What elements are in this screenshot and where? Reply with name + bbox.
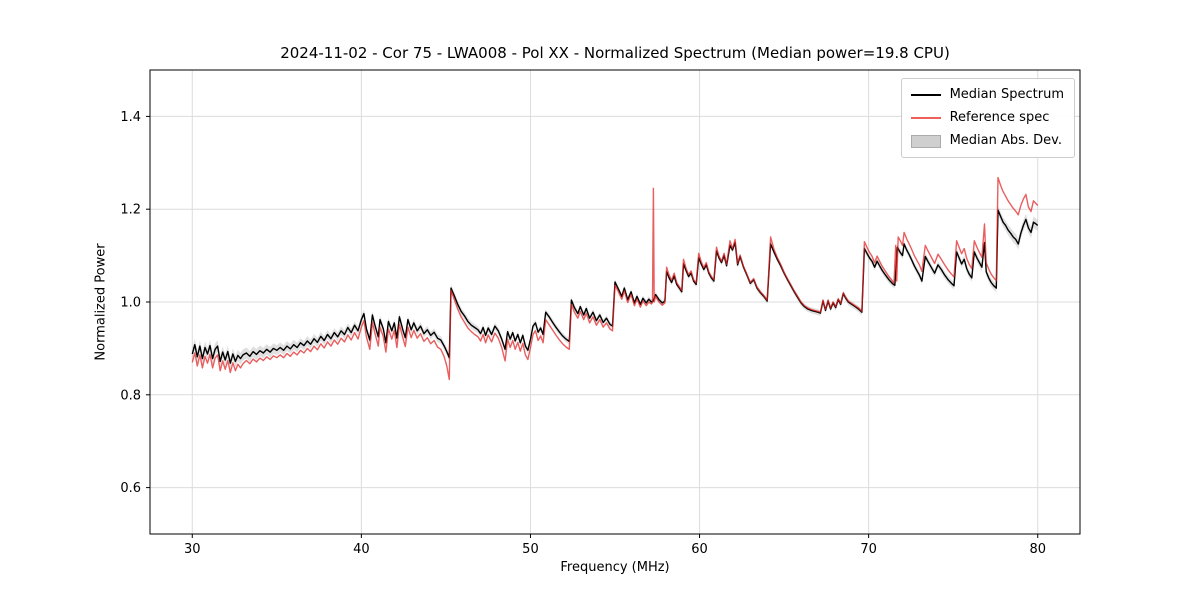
median-spectrum-line <box>191 209 1039 364</box>
reference-line-swatch-icon <box>910 117 941 119</box>
y-tick-label: 0.6 <box>120 481 141 496</box>
x-tick-label: 40 <box>353 542 370 557</box>
x-tick-label: 50 <box>522 542 539 557</box>
reference-spec-line <box>191 176 1039 381</box>
x-tick-label: 60 <box>691 542 708 557</box>
legend-label: Median Abs. Dev. <box>949 133 1063 148</box>
chart-title: 2024-11-02 - Cor 75 - LWA008 - Pol XX - … <box>280 44 950 62</box>
y-tick-label: 1.0 <box>120 296 141 311</box>
legend: Median Spectrum Reference spec Median Ab… <box>900 78 1075 158</box>
mad-band <box>192 205 1038 369</box>
median-line-swatch-icon <box>910 94 941 96</box>
x-axis-label: Frequency (MHz) <box>560 560 670 575</box>
legend-label: Median Spectrum <box>949 87 1064 102</box>
legend-item-median-spectrum: Median Spectrum <box>910 86 1064 104</box>
legend-item-median-abs-dev: Median Abs. Dev. <box>910 132 1064 150</box>
y-tick-label: 1.2 <box>120 203 141 218</box>
y-tick-label: 0.8 <box>120 388 141 403</box>
x-tick-label: 70 <box>860 542 877 557</box>
mad-patch-swatch-icon <box>910 134 941 148</box>
y-tick-label: 1.4 <box>120 110 141 125</box>
legend-label: Reference spec <box>949 110 1050 125</box>
x-tick-label: 80 <box>1029 542 1046 557</box>
x-tick-label: 30 <box>184 542 201 557</box>
legend-item-reference-spec: Reference spec <box>910 109 1064 127</box>
y-axis-label: Normalized Power <box>93 243 109 361</box>
